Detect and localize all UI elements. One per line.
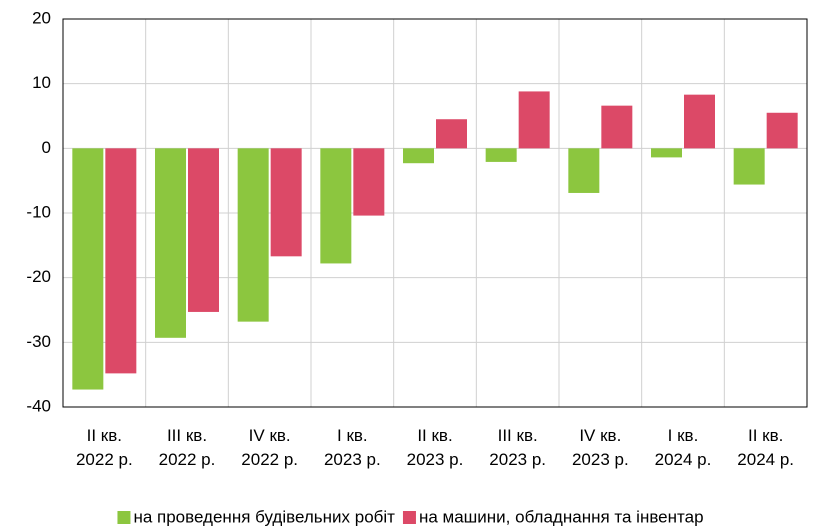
x-tick-label: II кв. 2022 р. (76, 426, 133, 469)
x-tick-label: III кв. 2023 р. (489, 426, 546, 469)
bar (237, 148, 269, 322)
x-tick-label: I кв. 2024 р. (655, 426, 712, 469)
bar (270, 148, 302, 257)
legend-label: на проведення будівельних робіт (133, 507, 395, 526)
y-tick-label: 10 (32, 73, 51, 92)
bar (320, 148, 352, 264)
bar (353, 148, 385, 216)
legend-swatch (117, 511, 131, 524)
bar (684, 94, 715, 149)
y-tick-label: 0 (42, 138, 51, 157)
plot-border (62, 18, 808, 408)
bar (155, 148, 186, 338)
legend-label: на машини, обладнання та інвентар (419, 507, 704, 526)
bar (766, 112, 798, 149)
bar (403, 148, 434, 164)
x-tick-label: III кв. 2022 р. (159, 426, 216, 469)
x-tick-label: IV кв. 2022 р. (241, 426, 298, 469)
bar (485, 148, 517, 162)
bar (601, 105, 633, 149)
bar (105, 148, 137, 374)
x-tick-label: II кв. 2023 р. (407, 426, 464, 469)
bar (651, 148, 682, 158)
y-tick-label: 20 (32, 8, 51, 27)
y-tick-label: -30 (26, 332, 51, 351)
bar (733, 148, 765, 185)
bar (72, 148, 104, 390)
x-tick-label: II кв. 2024 р. (737, 426, 794, 469)
y-tick-label: -40 (26, 396, 51, 415)
bar (436, 119, 467, 149)
legend-swatch (402, 511, 416, 524)
bar (518, 91, 550, 149)
bar (568, 148, 600, 193)
y-tick-label: -10 (26, 202, 51, 221)
x-tick-label: IV кв. 2023 р. (572, 426, 629, 469)
x-tick-label: I кв. 2023 р. (324, 426, 381, 469)
bar (188, 148, 219, 312)
y-tick-label: -20 (26, 267, 51, 286)
